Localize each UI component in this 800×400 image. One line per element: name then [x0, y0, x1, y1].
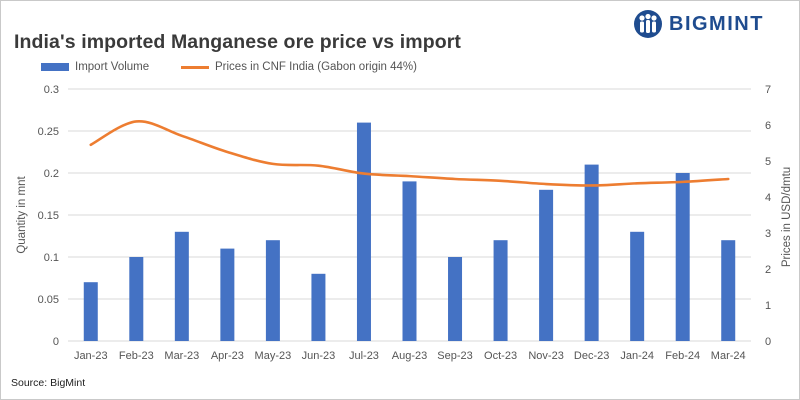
- x-tick-label: Mar-23: [164, 350, 199, 362]
- y-tick-label: 0: [53, 336, 59, 348]
- bar: [630, 231, 645, 341]
- legend-item-price: Prices in CNF India (Gabon origin 44%): [181, 61, 417, 73]
- bar: [311, 273, 326, 341]
- bar: [220, 248, 235, 341]
- y-axis-title: Quantity in mnt: [16, 176, 28, 254]
- x-tick-label: Nov-23: [528, 350, 563, 362]
- bar: [584, 164, 599, 341]
- bigmint-people-logo-icon: [634, 10, 662, 38]
- y2-tick-label: 1: [765, 300, 771, 312]
- y-tick-label: 0.15: [38, 210, 59, 222]
- x-tick-label: Jan-23: [74, 350, 108, 362]
- legend-swatch-line: [181, 65, 209, 69]
- bar: [265, 240, 280, 341]
- bar: [83, 282, 98, 341]
- x-tick-label: Jul-23: [349, 350, 379, 362]
- x-tick-label: Apr-23: [211, 350, 244, 362]
- x-tick-label: Mar-24: [711, 350, 746, 362]
- y2-tick-label: 7: [765, 84, 771, 96]
- chart-title: India's imported Manganese ore price vs …: [14, 31, 462, 53]
- bar: [402, 181, 417, 341]
- bar: [174, 231, 189, 341]
- legend-item-import-volume: Import Volume: [41, 61, 149, 73]
- legend-label-import-volume: Import Volume: [75, 61, 150, 73]
- bar: [493, 240, 508, 341]
- y-tick-label: 0.1: [44, 252, 59, 264]
- price-line: [89, 120, 730, 187]
- x-tick-label: Aug-23: [392, 350, 427, 362]
- x-tick-label: Feb-24: [665, 350, 700, 362]
- y-tick-label: 0.2: [44, 168, 59, 180]
- y2-tick-label: 2: [765, 264, 771, 276]
- y2-tick-label: 0: [765, 336, 771, 348]
- bar: [448, 257, 463, 341]
- y-tick-label: 0.25: [38, 126, 59, 138]
- x-tick-label: Jun-23: [302, 350, 336, 362]
- x-tick-label: May-23: [255, 350, 292, 362]
- legend-label-price: Prices in CNF India (Gabon origin 44%): [215, 61, 417, 73]
- x-tick-label: Oct-23: [484, 350, 517, 362]
- y2-tick-label: 3: [765, 228, 771, 240]
- x-tick-label: Feb-23: [119, 350, 154, 362]
- y-tick-label: 0.05: [38, 294, 59, 306]
- y2-tick-label: 6: [765, 120, 771, 132]
- y2-tick-label: 5: [765, 156, 771, 168]
- bigmint-logo: BIGMINT: [633, 7, 793, 41]
- bar: [129, 257, 144, 341]
- y2-axis-title: Prices in USD/dmtu: [781, 167, 793, 267]
- bar: [539, 189, 554, 341]
- bar: [721, 240, 736, 341]
- x-tick-label: Sep-23: [437, 350, 472, 362]
- x-tick-label: Dec-23: [574, 350, 609, 362]
- bar: [356, 122, 371, 341]
- y-tick-label: 0.3: [44, 84, 59, 96]
- logo-text: BIGMINT: [669, 13, 764, 35]
- legend-swatch-bar: [41, 63, 69, 71]
- source-note: Source: BigMint: [11, 377, 86, 389]
- bar: [675, 173, 690, 341]
- y2-tick-label: 4: [765, 192, 771, 204]
- x-tick-label: Jan-24: [620, 350, 654, 362]
